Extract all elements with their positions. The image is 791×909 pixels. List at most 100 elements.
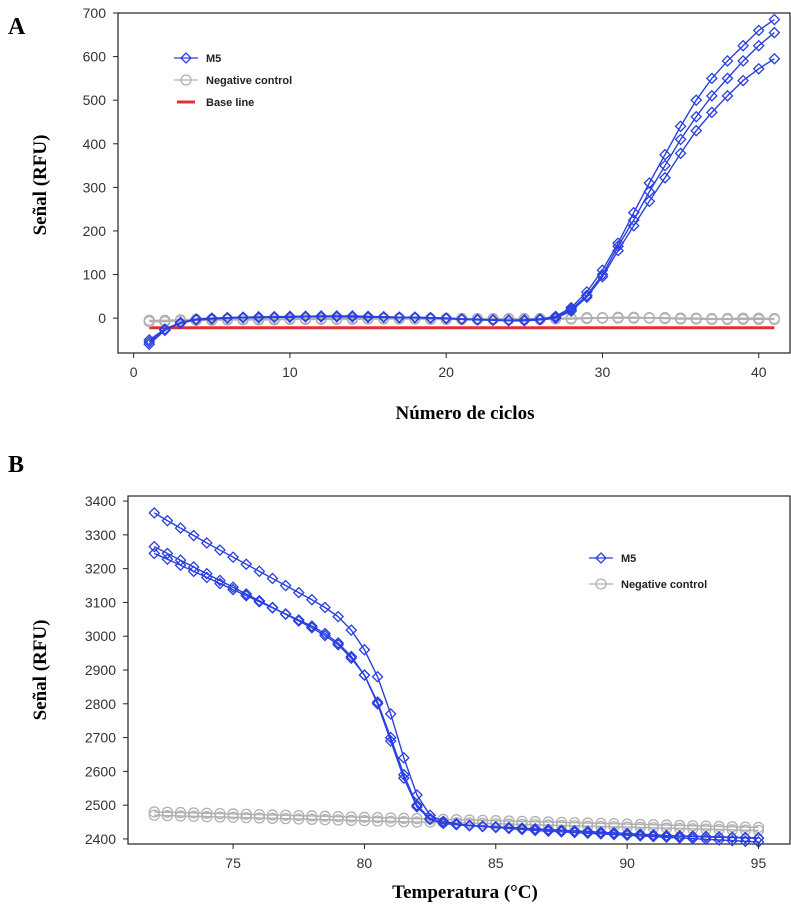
data-point — [450, 818, 463, 831]
data-point — [299, 312, 312, 325]
data-point — [739, 831, 752, 844]
x-tick-label: 0 — [130, 364, 138, 380]
data-point — [266, 809, 279, 821]
data-point — [490, 818, 502, 830]
data-point — [739, 824, 751, 836]
data-point — [253, 565, 266, 578]
data-point — [227, 581, 239, 594]
data-point — [674, 133, 687, 146]
legend-label: Base line — [206, 97, 254, 109]
data-point — [612, 244, 625, 257]
data-point — [266, 601, 279, 614]
data-point — [279, 809, 292, 821]
data-point — [161, 514, 174, 527]
m5-series-1 — [143, 13, 781, 346]
y-tick-label: 2600 — [85, 763, 116, 779]
data-point — [726, 831, 739, 844]
data-point — [174, 317, 187, 330]
data-point — [319, 810, 331, 822]
data-point — [187, 565, 200, 578]
data-point — [752, 832, 765, 845]
data-point — [580, 291, 593, 304]
data-point — [705, 106, 718, 119]
data-point — [549, 310, 562, 323]
panel-a-x-axis-title: Número de ciclos — [396, 403, 535, 424]
data-point — [690, 94, 703, 107]
x-tick-label: 90 — [619, 855, 635, 871]
data-point — [174, 810, 187, 822]
data-point — [240, 589, 253, 602]
data-point — [700, 830, 712, 843]
data-point — [161, 553, 174, 566]
data-point — [503, 815, 515, 827]
series-line — [148, 18, 775, 341]
x-tick-label: 20 — [438, 364, 454, 380]
data-point — [628, 311, 640, 323]
data-point — [529, 816, 541, 828]
data-point — [158, 323, 171, 336]
data-point — [292, 586, 305, 599]
data-point — [463, 817, 476, 829]
data-point — [201, 810, 213, 823]
data-point — [148, 806, 160, 818]
data-point — [292, 614, 305, 626]
data-point — [753, 312, 765, 324]
data-point — [384, 708, 397, 720]
data-point — [268, 312, 280, 325]
data-point — [319, 627, 331, 640]
m5-series-2 — [148, 547, 765, 845]
data-point — [476, 814, 489, 826]
data-point — [345, 814, 357, 826]
y-tick-label: 2900 — [85, 662, 116, 678]
y-tick-label: 400 — [83, 136, 107, 152]
y-tick-label: 200 — [83, 223, 107, 239]
data-point — [371, 815, 384, 827]
data-point — [686, 830, 699, 843]
legend-swatch-marker — [595, 578, 607, 590]
data-point — [174, 559, 187, 572]
data-point — [174, 314, 187, 326]
data-point — [266, 812, 279, 824]
panel-a-plot-frame — [117, 12, 791, 354]
data-point — [437, 817, 450, 830]
data-point — [385, 815, 397, 828]
data-point — [568, 825, 581, 838]
data-point — [319, 814, 331, 826]
data-point — [200, 537, 213, 549]
data-point — [674, 147, 687, 160]
y-tick-label: 2700 — [85, 730, 116, 746]
data-point — [411, 813, 423, 825]
data-point — [279, 579, 292, 592]
data-point — [713, 831, 725, 844]
data-point — [279, 607, 292, 620]
data-point — [752, 39, 765, 52]
data-point — [529, 823, 542, 836]
data-point — [595, 820, 607, 833]
panel-b-x-axis-title: Temperatura (°C) — [392, 882, 538, 903]
data-point — [143, 334, 156, 346]
panel-b-y-axis-title: Señal (RFU) — [30, 620, 51, 721]
data-point — [190, 313, 203, 326]
y-tick-label: 3300 — [85, 527, 116, 543]
m5-series-2 — [143, 52, 781, 349]
data-point — [612, 237, 625, 250]
data-point — [214, 577, 226, 590]
data-point — [721, 89, 734, 102]
data-point — [293, 809, 305, 822]
legend-entry-0: M5 — [174, 52, 221, 65]
series-line — [153, 512, 759, 843]
data-point — [424, 816, 436, 828]
data-point — [424, 813, 437, 826]
data-point — [411, 800, 423, 813]
legend-entry-0: M5 — [589, 552, 636, 565]
data-point — [266, 572, 279, 585]
data-point — [237, 311, 249, 324]
data-point — [161, 806, 174, 818]
data-point — [305, 593, 318, 606]
data-point — [752, 824, 765, 837]
data-point — [240, 811, 252, 824]
y-tick-label: 3100 — [85, 594, 116, 610]
data-point — [253, 812, 265, 824]
